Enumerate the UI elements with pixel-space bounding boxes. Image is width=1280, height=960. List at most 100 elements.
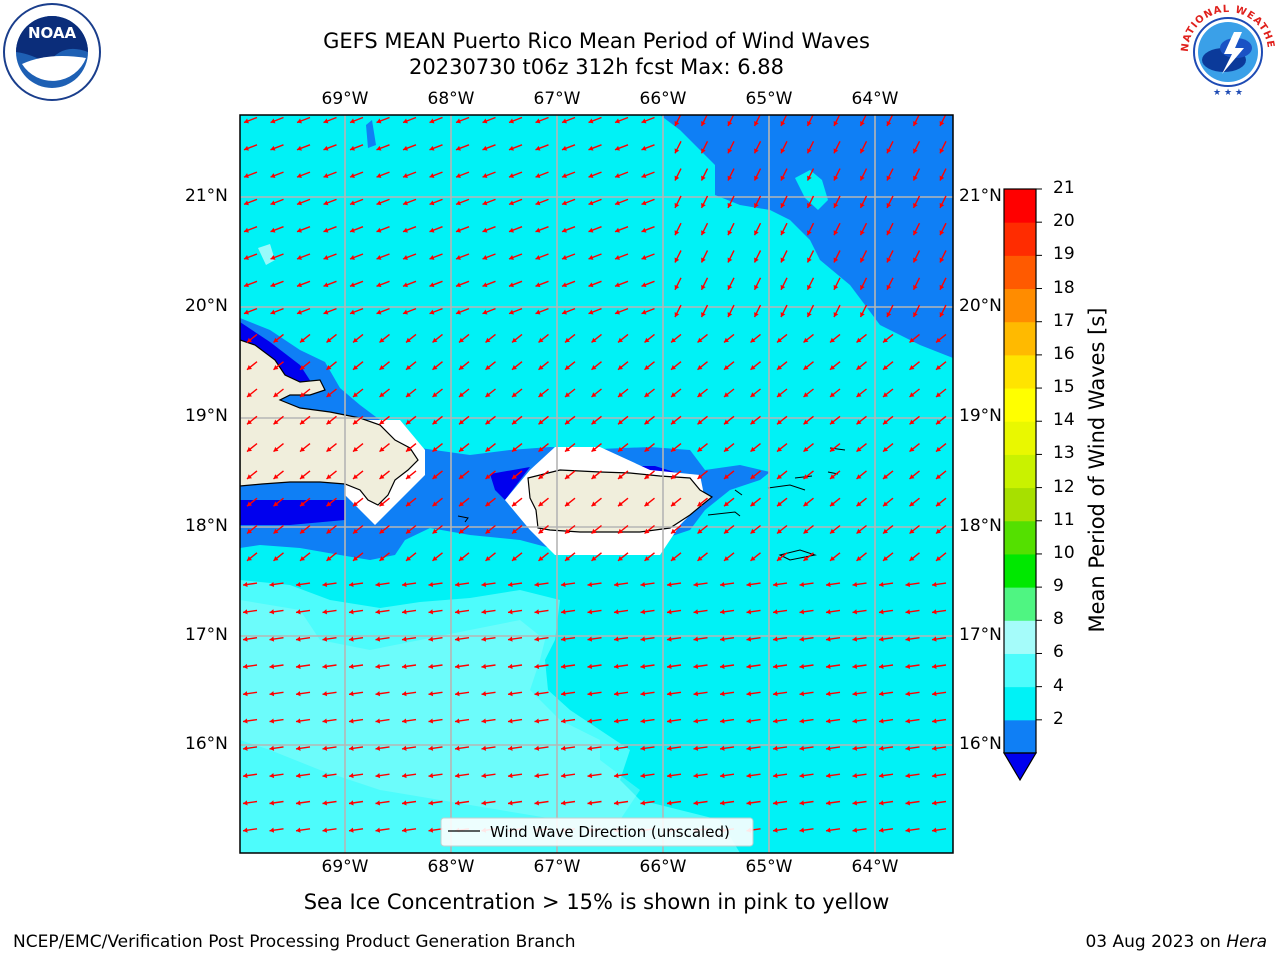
wind-wave-arrowhead (833, 257, 839, 263)
wind-wave-arrowhead (641, 227, 647, 233)
wind-wave-arrowhead (913, 202, 918, 208)
wind-wave-arrowhead (909, 392, 915, 397)
wind-wave-arrowhead (913, 257, 918, 263)
wind-wave-arrowhead (693, 581, 699, 588)
wind-wave-arrowhead (905, 663, 911, 669)
lat-label-21n-left: 21°N (185, 186, 228, 206)
wind-wave-arrowhead (534, 636, 540, 642)
wind-wave-arrowhead (534, 773, 540, 779)
wind-wave-arrowhead (297, 309, 302, 315)
wind-wave-arrowhead (614, 636, 619, 642)
wind-wave-arrowhead (535, 227, 541, 233)
wind-wave-arrowhead (883, 446, 888, 452)
wind-wave-arrowhead (455, 745, 460, 751)
lat-label-20n-left: 20°N (185, 296, 228, 316)
wind-wave-arrowhead (909, 446, 915, 452)
colorbar-tick-label: 15 (1053, 377, 1075, 398)
wind-wave-arrowhead (939, 230, 945, 236)
wind-wave-arrowhead (587, 800, 593, 806)
wind-wave-arrowhead (936, 556, 941, 561)
wind-wave-arrowhead (640, 691, 646, 697)
wind-wave-arrowhead (883, 528, 888, 534)
wind-wave-arrowhead (671, 474, 676, 479)
wind-wave-arrowhead (485, 556, 491, 561)
wind-wave-arrowhead (693, 745, 699, 751)
wind-wave-arrowhead (297, 118, 302, 124)
wind-wave-arrowhead (746, 663, 752, 669)
wind-wave-arrowhead (727, 257, 733, 263)
wind-wave-arrowhead (538, 337, 544, 343)
wind-wave-arrowhead (482, 118, 488, 124)
wind-wave-arrowhead (456, 282, 461, 288)
wind-wave-arrowhead (883, 419, 888, 425)
wind-wave-arrowhead (509, 227, 514, 233)
wind-wave-arrowhead (909, 337, 915, 343)
wind-wave-arrowhead (697, 474, 703, 479)
wind-wave-arrowhead (671, 419, 676, 425)
lat-label-16n-left: 16°N (185, 734, 228, 754)
wind-wave-arrowhead (428, 636, 434, 642)
colorbar-tick-label: 18 (1053, 277, 1075, 298)
wind-wave-arrowhead (538, 365, 544, 370)
wind-wave-arrowhead (481, 773, 487, 779)
wind-wave-arrowhead (432, 446, 438, 452)
wind-wave-arrowhead (429, 255, 435, 260)
wind-wave-arrowhead (826, 718, 831, 724)
wind-wave-arrowhead (428, 581, 434, 588)
wind-wave-arrowhead (799, 773, 805, 779)
wind-wave-arrowhead (273, 501, 279, 507)
wind-wave-arrowhead (674, 175, 680, 181)
wind-wave-arrowhead (273, 446, 279, 452)
wind-wave-arrowhead (587, 773, 593, 779)
wind-wave-arrowhead (777, 528, 782, 534)
wind-wave-arrowhead (750, 501, 756, 507)
wind-wave-arrowhead (508, 718, 513, 724)
wind-wave-arrowhead (588, 173, 594, 178)
wind-wave-arrowhead (879, 581, 884, 588)
wind-wave-arrowhead (667, 581, 672, 588)
wind-wave-arrowhead (641, 173, 647, 178)
wind-wave-arrowhead (243, 636, 248, 642)
wind-wave-arrowhead (322, 745, 328, 751)
wind-wave-arrowhead (671, 392, 676, 397)
wind-wave-arrowhead (375, 827, 381, 833)
wind-wave-arrowhead (727, 230, 733, 236)
wind-wave-arrowhead (777, 556, 782, 561)
wind-wave-arrowhead (296, 636, 301, 642)
wind-wave-arrowhead (750, 446, 756, 452)
wind-wave-arrowhead (562, 145, 567, 151)
wind-wave-arrowhead (534, 745, 540, 751)
wind-wave-arrowhead (777, 474, 782, 479)
wind-wave-arrowhead (508, 663, 513, 669)
wind-wave-arrowhead (591, 501, 597, 507)
wind-wave-arrowhead (481, 718, 487, 724)
wind-wave-arrowhead (349, 609, 354, 615)
wind-wave-arrowhead (746, 718, 752, 724)
wind-wave-arrowhead (856, 446, 862, 452)
wind-wave-arrowhead (535, 200, 541, 206)
wind-wave-arrowhead (852, 636, 858, 642)
wind-wave-arrowhead (376, 200, 382, 206)
wind-wave-arrowhead (455, 609, 460, 615)
wind-wave-arrowhead (856, 556, 862, 561)
colorbar-segment (1004, 388, 1036, 422)
colorbar-segment (1004, 454, 1036, 489)
wind-wave-arrowhead (807, 312, 812, 318)
wind-wave-arrowhead (640, 745, 646, 751)
wind-wave-arrowhead (243, 827, 248, 833)
wind-wave-arrowhead (856, 365, 862, 370)
wind-wave-arrowhead (754, 230, 759, 236)
wind-wave-arrowhead (913, 284, 918, 290)
wind-wave-arrowhead (754, 284, 759, 290)
wind-wave-arrowhead (481, 663, 487, 669)
wind-wave-arrowhead (296, 691, 301, 697)
wind-wave-arrowhead (856, 528, 862, 534)
lon-label-65w-bottom: 65°W (745, 857, 793, 877)
wind-wave-arrowhead (482, 309, 488, 315)
wind-wave-arrowhead (644, 419, 650, 425)
lat-label-21n-right: 21°N (959, 186, 1002, 206)
wind-wave-arrowhead (322, 609, 328, 615)
wind-wave-arrowhead (830, 556, 835, 561)
wind-wave-arrowhead (562, 173, 567, 178)
colorbar-segment (1004, 354, 1036, 389)
